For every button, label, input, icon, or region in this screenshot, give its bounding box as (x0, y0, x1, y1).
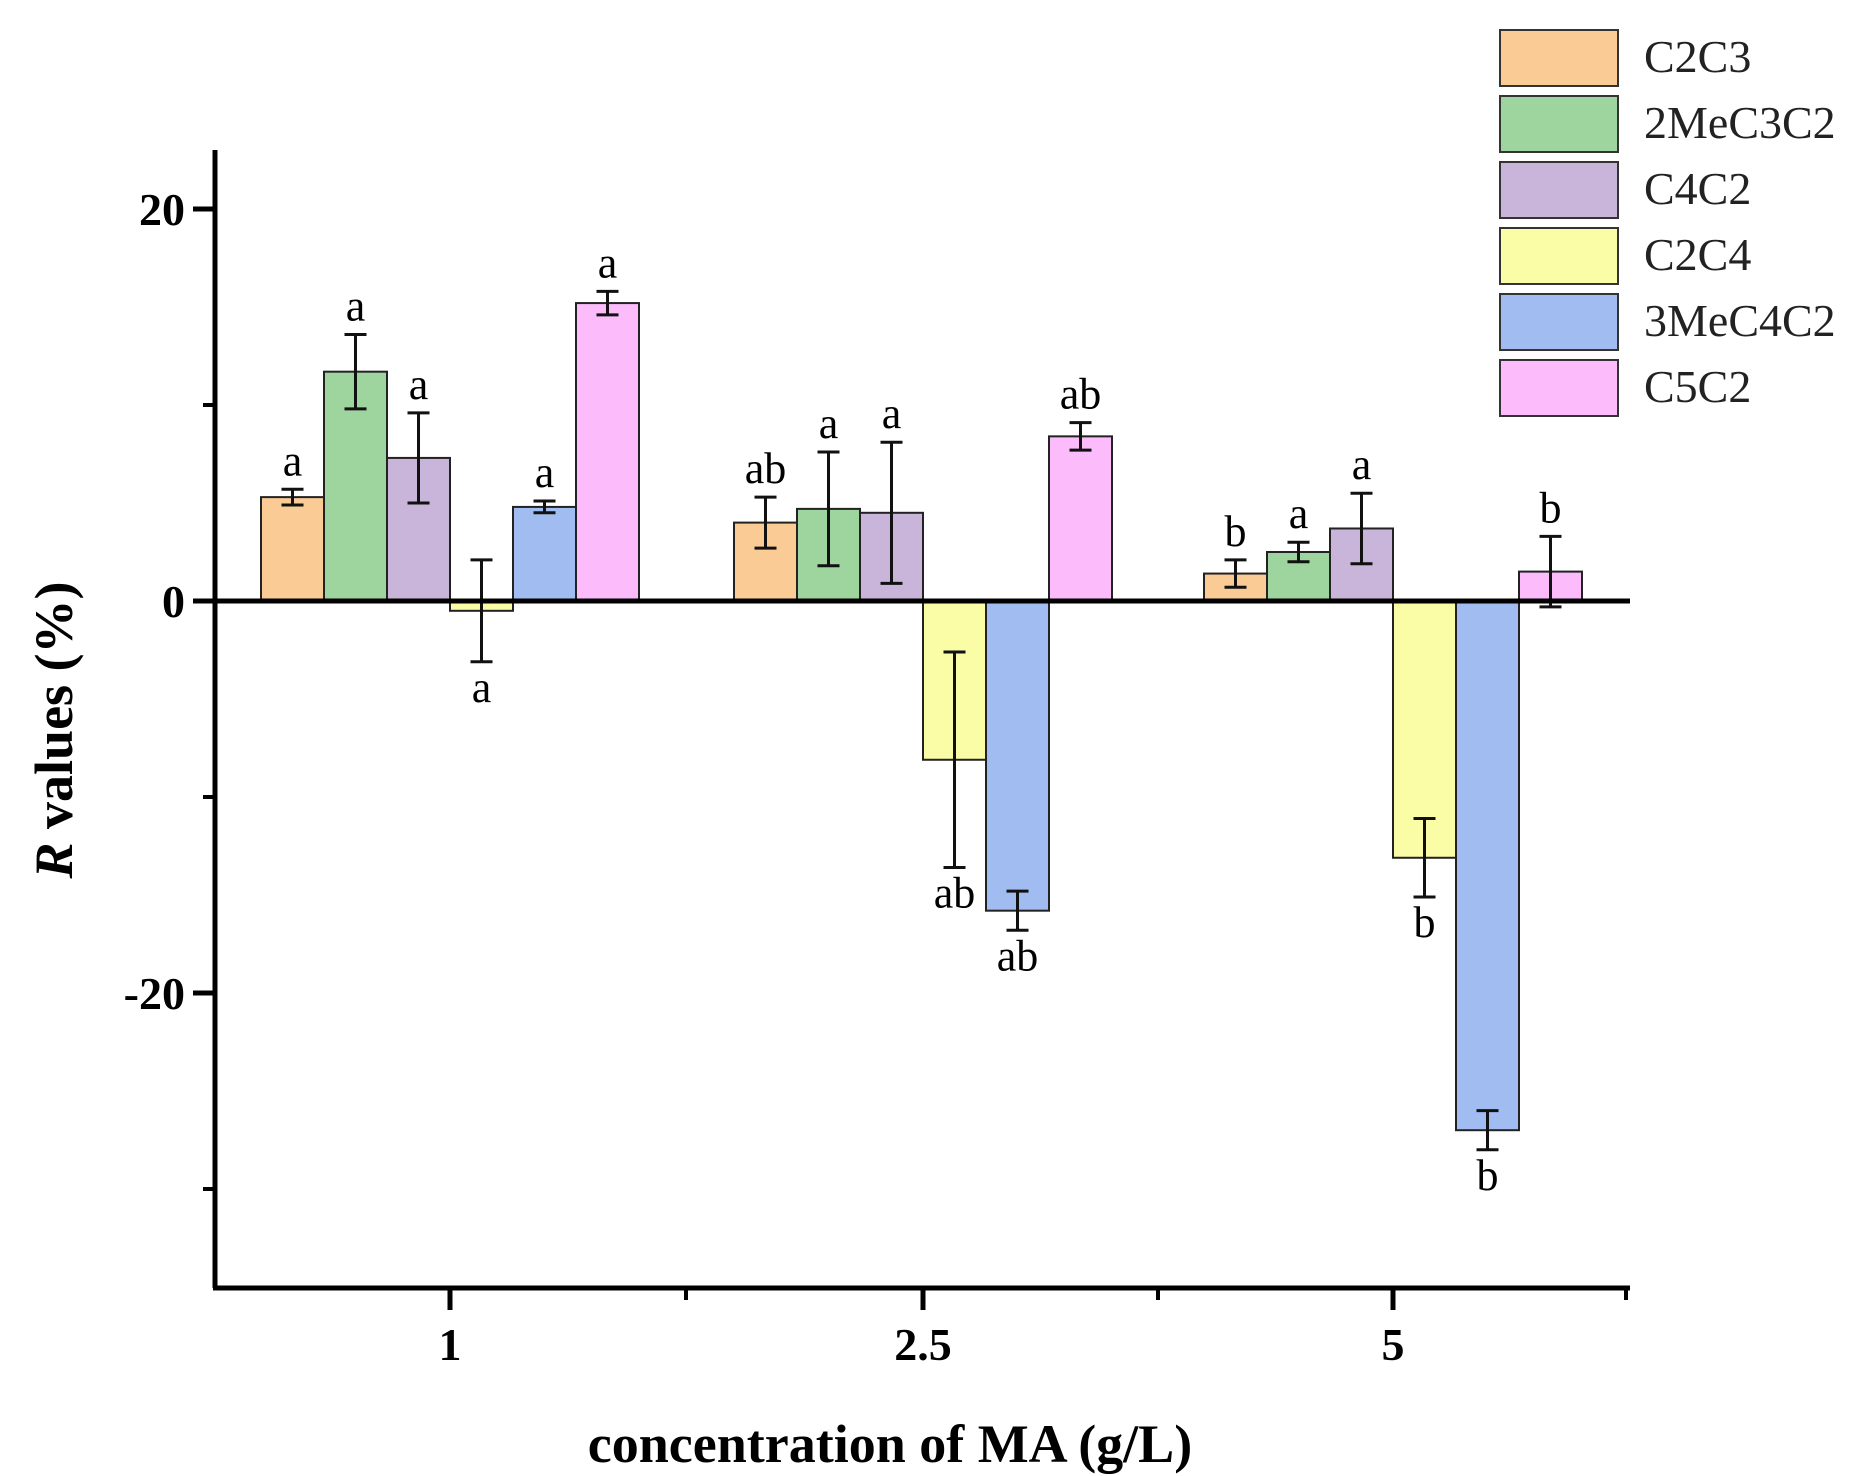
significance-label: ab (1060, 370, 1102, 419)
legend-label-C2C3: C2C3 (1644, 31, 1751, 82)
bar-C2C3-1 (260, 496, 325, 602)
bar-C2C4-5 (1392, 600, 1457, 859)
y-tick-label: 20 (139, 184, 185, 235)
legend-label-C4C2: C4C2 (1644, 163, 1751, 214)
legend: C2C3 2MeC3C2 C4C2 C2C4 3MeC4C2 C5C2 (1499, 29, 1836, 417)
significance-label: b (1540, 483, 1562, 532)
legend-label-C5C2: C5C2 (1644, 361, 1751, 412)
legend-label-3MeC4C2: 3MeC4C2 (1644, 295, 1836, 346)
legend-label-2MeC3C2: 2MeC3C2 (1644, 97, 1836, 148)
legend-swatch-C5C2 (1499, 359, 1619, 417)
bar-3MeC4C2-1 (512, 505, 577, 603)
bar-3MeC4C2-5 (1455, 600, 1520, 1132)
significance-label: ab (997, 931, 1039, 980)
significance-label: a (1289, 489, 1309, 538)
significance-label: ab (934, 869, 976, 918)
significance-label: a (409, 360, 429, 409)
significance-label: a (535, 448, 555, 497)
x-tick-label: 1 (439, 1319, 462, 1370)
x-tick-label: 5 (1382, 1319, 1405, 1370)
significance-label: a (598, 238, 618, 287)
legend-swatch-C2C3 (1499, 29, 1619, 87)
legend-label-C2C4: C2C4 (1644, 229, 1751, 280)
significance-label: ab (745, 444, 787, 493)
significance-label: b (1414, 898, 1436, 947)
bar-3MeC4C2-2.5 (985, 600, 1050, 912)
axes-layer: 20 0 -20 1 2.5 5 (124, 150, 1630, 1370)
legend-swatch-2MeC3C2 (1499, 95, 1619, 153)
y-axis-title-rest: values (%) (24, 581, 84, 842)
significance-label: a (882, 389, 902, 438)
significance-label: a (283, 436, 303, 485)
x-axis-title: concentration of MA (g/L) (588, 1414, 1192, 1474)
y-axis-title-italic: R (24, 842, 84, 879)
bar-C5C2-1 (575, 302, 640, 602)
legend-swatch-C2C4 (1499, 227, 1619, 285)
significance-label: a (472, 663, 492, 712)
y-tick-label: -20 (124, 968, 185, 1019)
y-tick-label: 0 (162, 576, 185, 627)
legend-swatch-C4C2 (1499, 161, 1619, 219)
y-axis-title: R values (%) (24, 581, 84, 879)
legend-swatch-3MeC4C2 (1499, 293, 1619, 351)
significance-label: b (1225, 507, 1247, 556)
significance-label: a (819, 399, 839, 448)
significance-label: a (1352, 440, 1372, 489)
significance-label: a (346, 281, 366, 330)
bar-C5C2-2.5 (1048, 435, 1113, 602)
x-tick-label: 2.5 (894, 1319, 952, 1370)
significance-label: b (1477, 1151, 1499, 1200)
